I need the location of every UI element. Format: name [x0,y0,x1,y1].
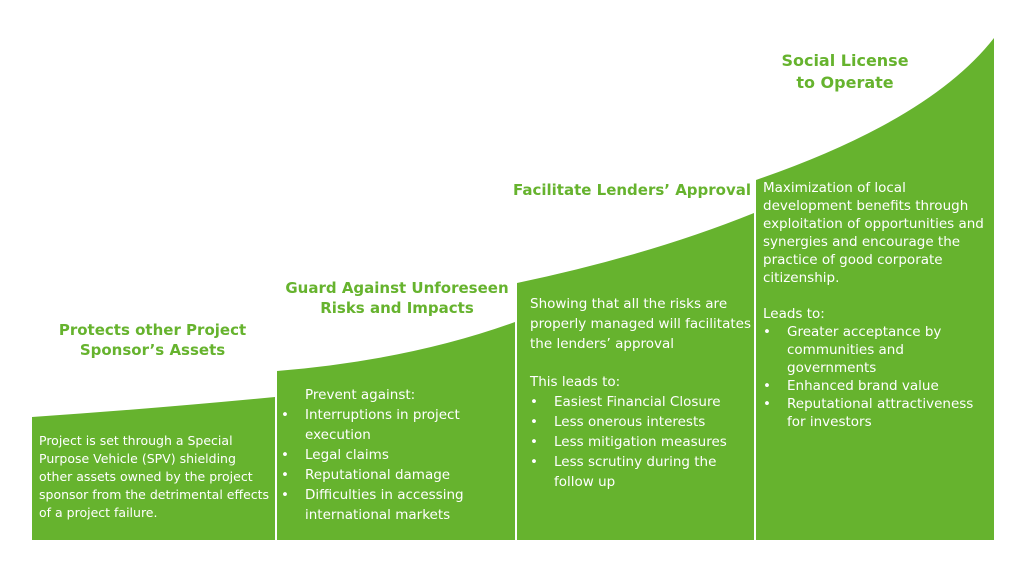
step-4-content: Maximization of local development benefi… [763,179,991,431]
step-3-content: Showing that all the risks are properly … [530,294,752,492]
bullet-item: Less mitigation measures [530,432,752,452]
bullet-item: Difficulties in accessing international … [281,485,513,525]
bullet-item: Interruptions in project execution [281,405,513,445]
step-3-title: Facilitate Lenders’ Approval [512,181,752,199]
step-3-text: Showing that all the risks are properly … [530,296,752,352]
step-4-title: Social License to Operate [781,51,909,92]
bullet-item: Legal claims [281,445,513,465]
bullet-item: Enhanced brand value [763,377,991,395]
step-1-block [32,397,275,540]
step-4-bullets: Greater acceptance by communities and go… [763,323,991,431]
bullet-item: Less onerous interests [530,412,752,432]
bullet-item: Easiest Financial Closure [530,392,752,412]
bullet-item: Less scrutiny during the follow up [530,452,752,492]
bullet-item: Reputational attractiveness for investor… [763,395,991,431]
step-3-intro: This leads to: [530,374,621,390]
step-2-bullets: Interruptions in project execution Legal… [281,405,513,525]
step-2-content: Prevent against: Interruptions in projec… [281,385,513,525]
bullet-item: Reputational damage [281,465,513,485]
step-4-intro: Leads to: [763,306,825,322]
step-4-text: Maximization of local development benefi… [763,180,984,286]
step-3-bullets: Easiest Financial Closure Less onerous i… [530,392,752,492]
step-1-text: Project is set through a Special Purpose… [39,433,270,520]
step-2-intro: Prevent against: [305,387,416,403]
bullet-item: Greater acceptance by communities and go… [763,323,991,377]
step-1-title: Protects other Project Sponsor’s Assets [58,321,247,359]
step-2-title: Guard Against Unforeseen Risks and Impac… [285,279,509,317]
